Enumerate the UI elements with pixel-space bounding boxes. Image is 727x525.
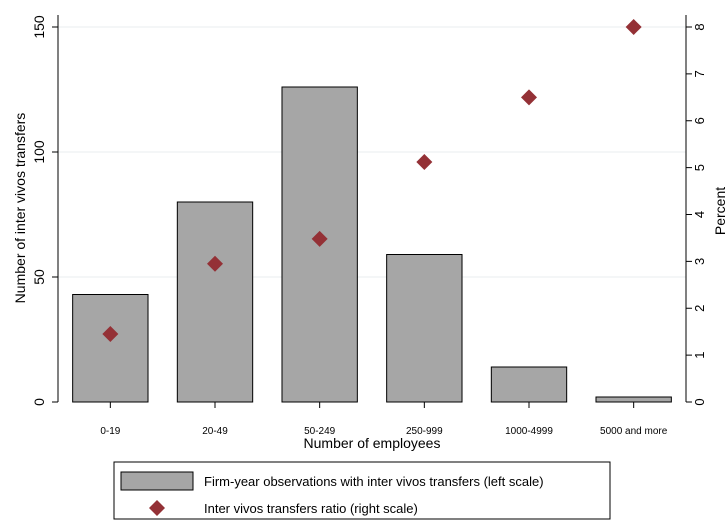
- legend: Firm-year observations with inter vivos …: [113, 461, 611, 520]
- x-tick-label: 250-999: [406, 426, 443, 437]
- x-axis-title: Number of employees: [304, 435, 441, 451]
- gridlines: [58, 26, 686, 278]
- y-right-tick-label: 7: [692, 70, 707, 77]
- ratio-point: [207, 255, 223, 272]
- x-tick-label: 50-249: [304, 426, 336, 437]
- x-tick-label: 5000 and more: [600, 426, 668, 437]
- bar: [595, 396, 672, 403]
- axes: [57, 15, 687, 402]
- y-axis-left-title: Number of inter vivos transfers: [12, 113, 28, 304]
- ratio-point: [625, 19, 642, 35]
- bar: [176, 201, 254, 403]
- bar: [72, 294, 149, 403]
- y-right-tick-label: 1: [692, 352, 707, 359]
- x-tick-label: 1000-4999: [505, 426, 553, 437]
- y-left-tick-label: 100: [31, 140, 47, 164]
- bar-series: [72, 86, 672, 403]
- y-left-tick-label: 50: [31, 269, 47, 285]
- bar: [386, 254, 463, 403]
- x-tick-label: 20-49: [202, 426, 228, 437]
- y-right-tick-label: 4: [692, 211, 707, 218]
- y-right-tick-label: 5: [692, 164, 707, 171]
- bar: [490, 366, 568, 403]
- y-right-tick-label: 8: [692, 23, 707, 30]
- y-left-tick-label: 0: [31, 398, 47, 406]
- y-right-tick-label: 0: [692, 398, 707, 405]
- y-left-tick-label: 150: [31, 15, 47, 39]
- ratio-point: [102, 326, 119, 343]
- ratio-point: [311, 230, 328, 247]
- y-axis-right-title: Percent: [712, 187, 727, 235]
- legend-bar-swatch: [120, 471, 194, 491]
- legend-marker-label: Inter vivos transfers ratio (right scale…: [204, 501, 418, 516]
- marker-series: [102, 19, 642, 343]
- ratio-point: [416, 154, 433, 170]
- x-tick-label: 0-19: [100, 426, 120, 437]
- ticks: 0 50 100 150 0 1 2 3 4 5 6 7 8 0-19 20-49 50-249 250-999…: [31, 15, 707, 437]
- ratio-point: [521, 89, 537, 106]
- y-right-tick-label: 2: [692, 305, 707, 312]
- y-right-tick-label: 3: [692, 258, 707, 265]
- legend-bar-label: Firm-year observations with inter vivos …: [204, 474, 544, 489]
- legend-diamond-swatch: [149, 500, 165, 516]
- y-right-tick-label: 6: [692, 117, 707, 124]
- legend-box: [113, 461, 611, 520]
